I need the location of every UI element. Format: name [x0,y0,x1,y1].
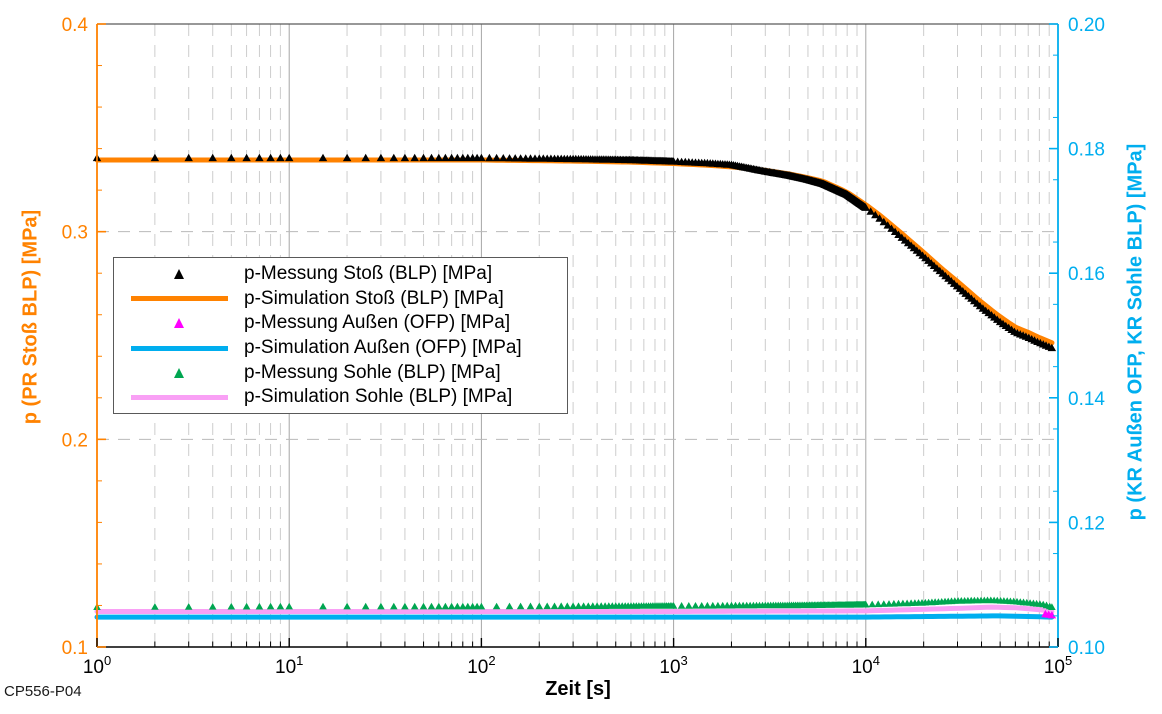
series-line [94,613,1055,620]
left-tick-label: 0.3 [62,223,88,244]
legend-marker-swatch [114,318,244,329]
x-tick-label: 105 [1044,653,1072,678]
left-tick-label: 0.4 [62,15,89,36]
legend-line-swatch [114,296,244,302]
legend-item-label: p-Simulation Stoß (BLP) [MPa] [244,287,504,309]
legend-item-label: p-Simulation Außen (OFP) [MPa] [244,337,522,359]
left-tick-label: 0.2 [62,430,88,451]
legend-item: p-Messung Stoß (BLP) [MPa] [114,262,567,287]
legend-item-label: p-Messung Sohle (BLP) [MPa] [244,361,501,383]
right-tick-label: 0.16 [1068,264,1105,285]
right-tick-label: 0.10 [1068,638,1105,659]
right-tick-label: 0.14 [1068,389,1105,410]
plot-footnote: CP556-P04 [4,683,82,700]
legend: p-Messung Stoß (BLP) [MPa] p-Simulation S… [113,257,568,414]
legend-item: p-Messung Außen (OFP) [MPa] [114,311,567,336]
x-axis-title: Zeit [s] [545,678,611,700]
legend-item: p-Simulation Stoß (BLP) [MPa] [114,287,567,312]
legend-line-swatch [114,345,244,351]
right-tick-label: 0.18 [1068,140,1105,161]
legend-item: p-Simulation Außen (OFP) [MPa] [114,336,567,361]
legend-item-label: p-Simulation Sohle (BLP) [MPa] [244,386,513,408]
right-tick-label: 0.12 [1068,513,1105,534]
series-markers [1041,609,1057,619]
right-axis-title: p (KR Außen OFP, KR Sohle BLP) [MPa] [1124,143,1147,521]
x-tick-label: 101 [275,653,303,678]
left-tick-label: 0.1 [62,638,88,659]
x-tick-label: 104 [852,653,880,678]
legend-marker-swatch [114,269,244,280]
right-tick-label: 0.20 [1068,15,1105,36]
legend-item: p-Messung Sohle (BLP) [MPa] [114,360,567,385]
legend-line-swatch [114,394,244,400]
x-tick-label: 103 [659,653,687,678]
legend-item-label: p-Messung Außen (OFP) [MPa] [244,312,511,334]
x-tick-label: 100 [83,653,111,678]
left-axis-title: p (PR Stoß BLP) [MPa] [19,209,42,425]
legend-item-label: p-Messung Stoß (BLP) [MPa] [244,263,493,285]
series-line [94,604,1055,614]
legend-item: p-Simulation Sohle (BLP) [MPa] [114,385,567,410]
x-tick-label: 102 [467,653,495,678]
legend-marker-swatch [114,367,244,378]
series-markers [93,596,1056,610]
